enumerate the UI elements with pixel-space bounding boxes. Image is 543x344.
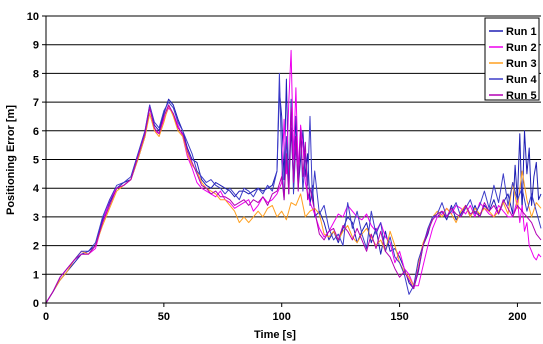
x-tick-label: 200 xyxy=(508,311,526,323)
y-tick-label: 0 xyxy=(33,298,39,310)
legend-label-run-2: Run 2 xyxy=(506,42,537,54)
y-tick-label: 9 xyxy=(33,40,39,52)
series-line-run-4 xyxy=(45,72,542,304)
y-tick-label: 2 xyxy=(33,241,39,253)
y-axis-title: Positioning Error [m] xyxy=(5,105,17,215)
x-axis-title: Time [s] xyxy=(254,329,296,341)
legend: Run 1 Run 2 Run 3 Run 4 Run 5 xyxy=(484,17,540,102)
y-tick-label: 1 xyxy=(33,269,39,281)
x-tick-label: 150 xyxy=(390,311,408,323)
series-line-run-2 xyxy=(45,49,542,304)
y-tick-label: 7 xyxy=(33,97,39,109)
series-line-run-5 xyxy=(45,104,542,304)
legend-box xyxy=(484,17,540,101)
x-tick-label: 0 xyxy=(43,311,49,323)
y-tick-label: 5 xyxy=(33,155,39,167)
legend-label-run-5: Run 5 xyxy=(506,90,537,102)
y-tick-label: 3 xyxy=(33,212,39,224)
legend-label-run-1: Run 1 xyxy=(506,26,537,38)
x-tick-label: 100 xyxy=(273,311,291,323)
y-tick-label: 10 xyxy=(27,11,39,23)
y-tick-label: 8 xyxy=(33,68,39,80)
series-line-run-3 xyxy=(45,104,542,304)
y-tick-label: 4 xyxy=(33,183,40,195)
x-tick-label: 50 xyxy=(158,311,170,323)
series-lines xyxy=(45,49,542,304)
legend-label-run-4: Run 4 xyxy=(506,74,537,86)
legend-label-run-3: Run 3 xyxy=(506,58,537,70)
y-tick-label: 6 xyxy=(33,126,39,138)
